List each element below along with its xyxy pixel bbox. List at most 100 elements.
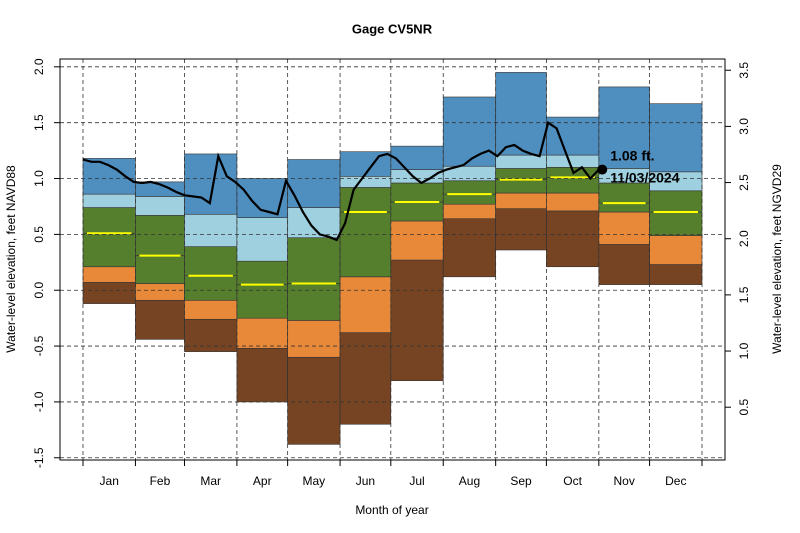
percentile-band bbox=[442, 203, 496, 220]
percentile-band bbox=[495, 192, 547, 209]
marker-value-label: 1.08 ft. bbox=[610, 147, 654, 163]
percentile-band bbox=[82, 193, 136, 208]
percentile-band bbox=[390, 220, 444, 261]
percentile-band bbox=[339, 332, 392, 425]
y2-tick-label: 2.0 bbox=[737, 230, 751, 247]
percentile-band bbox=[82, 158, 136, 195]
percentile-band bbox=[495, 168, 547, 180]
percentile-band bbox=[339, 211, 392, 278]
percentile-band bbox=[236, 260, 288, 285]
percentile-band bbox=[442, 96, 496, 167]
plot-frame bbox=[59, 58, 726, 461]
chart-title: Gage CV5NR bbox=[352, 21, 433, 36]
percentile-band bbox=[184, 246, 238, 276]
y-tick-label: -1.5 bbox=[32, 447, 46, 468]
y-tick-label: 1.0 bbox=[32, 170, 46, 187]
percentile-band bbox=[442, 218, 496, 278]
percentile-band bbox=[442, 193, 496, 205]
x-tick-label: Feb bbox=[150, 474, 171, 488]
percentile-band bbox=[236, 284, 288, 319]
percentile-band bbox=[287, 283, 341, 321]
percentile-band bbox=[390, 201, 444, 222]
percentile-band bbox=[339, 175, 392, 188]
percentile-band bbox=[287, 356, 341, 445]
y-tick-label: -1.0 bbox=[32, 391, 46, 412]
y-tick-label: -0.5 bbox=[32, 335, 46, 356]
percentile-band bbox=[546, 154, 600, 168]
percentile-band bbox=[598, 86, 650, 169]
percentile-band bbox=[184, 275, 238, 301]
x-axis-label: Month of year bbox=[355, 503, 428, 517]
percentile-band bbox=[495, 179, 547, 194]
percentile-band bbox=[236, 317, 288, 349]
percentile-band bbox=[546, 177, 600, 194]
percentile-band bbox=[135, 196, 185, 216]
x-tick-label: Aug bbox=[459, 474, 480, 488]
y2-tick-label: 0.5 bbox=[737, 399, 751, 416]
percentile-band bbox=[135, 299, 185, 340]
percentile-band bbox=[135, 283, 185, 301]
percentile-band bbox=[184, 213, 238, 247]
y2-tick-label: 1.0 bbox=[737, 342, 751, 359]
percentile-band bbox=[649, 190, 703, 213]
x-tick-label: Jun bbox=[356, 474, 375, 488]
y-axis-label: Water-level elevation, feet NAVD88 bbox=[4, 165, 18, 353]
percentile-band bbox=[82, 232, 136, 268]
percentile-band bbox=[236, 178, 288, 218]
y-tick-label: 1.5 bbox=[32, 114, 46, 131]
y2-tick-label: 2.5 bbox=[737, 174, 751, 191]
x-tick-label: Jan bbox=[100, 474, 119, 488]
percentile-band bbox=[598, 211, 650, 245]
x-tick-label: Dec bbox=[665, 474, 686, 488]
percentile-band bbox=[184, 299, 238, 320]
percentile-band bbox=[82, 266, 136, 283]
y2-tick-label: 3.0 bbox=[737, 118, 751, 135]
percentile-band bbox=[546, 192, 600, 212]
y2-axis-label: Water-level elevation, feet NGVD29 bbox=[770, 164, 784, 354]
percentile-band bbox=[135, 255, 185, 284]
percentile-band bbox=[287, 237, 341, 284]
x-tick-label: Mar bbox=[200, 474, 221, 488]
percentile-band bbox=[390, 145, 444, 170]
percentile-band bbox=[598, 244, 650, 285]
percentile-band bbox=[442, 180, 496, 195]
x-tick-label: May bbox=[303, 474, 326, 488]
percentile-band bbox=[339, 276, 392, 333]
percentile-band bbox=[649, 103, 703, 173]
percentile-band bbox=[598, 182, 650, 204]
percentile-band bbox=[287, 320, 341, 358]
percentile-band bbox=[390, 182, 444, 203]
y-tick-label: 0.5 bbox=[32, 226, 46, 243]
percentile-band bbox=[287, 159, 341, 208]
y-tick-label: 0.0 bbox=[32, 282, 46, 299]
x-tick-label: Jul bbox=[409, 474, 424, 488]
x-tick-label: Nov bbox=[614, 474, 635, 488]
percentile-band bbox=[287, 207, 341, 239]
percentile-band bbox=[495, 72, 547, 156]
percentile-band bbox=[236, 217, 288, 262]
x-tick-label: Oct bbox=[563, 474, 582, 488]
percentile-band bbox=[135, 215, 185, 256]
percentile-band bbox=[339, 187, 392, 213]
percentile-band bbox=[649, 235, 703, 265]
percentile-band bbox=[82, 207, 136, 234]
percentile-band bbox=[495, 208, 547, 251]
percentile-band bbox=[184, 153, 238, 215]
y2-tick-label: 1.5 bbox=[737, 286, 751, 303]
x-tick-label: Sep bbox=[510, 474, 532, 488]
water-level-line bbox=[82, 120, 600, 242]
percentile-band bbox=[390, 259, 444, 381]
marker-date-label: 11/03/2024 bbox=[610, 169, 680, 185]
current-marker bbox=[597, 164, 608, 175]
percentile-band bbox=[82, 282, 136, 304]
y2-tick-label: 3.5 bbox=[737, 62, 751, 79]
percentile-band bbox=[236, 348, 288, 403]
y-tick-label: 2.0 bbox=[32, 58, 46, 75]
percentile-band bbox=[546, 116, 600, 156]
percentile-band bbox=[546, 210, 600, 268]
percentile-band bbox=[649, 264, 703, 285]
percentile-band bbox=[184, 318, 238, 352]
x-tick-label: Apr bbox=[253, 474, 272, 488]
percentile-band bbox=[598, 202, 650, 213]
